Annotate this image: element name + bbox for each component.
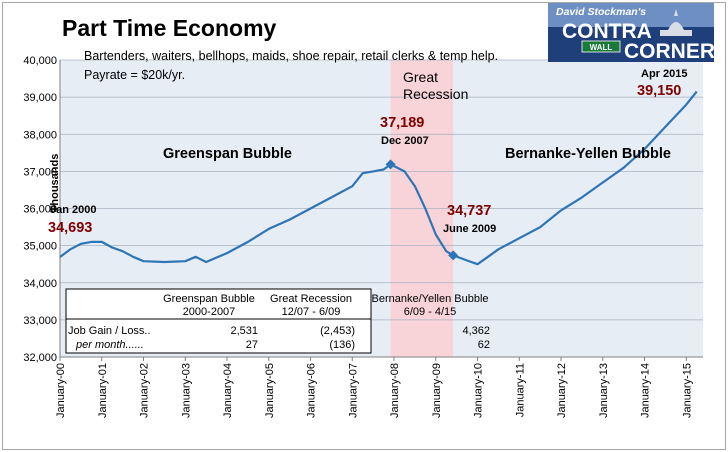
x-tick-label: January-01	[97, 363, 109, 418]
table-row1-col1: 2,531	[230, 325, 258, 337]
x-tick-label: January-03	[180, 363, 192, 418]
logo-line2: CONTRA	[562, 20, 652, 43]
annotation-jan2000-value: 34,693	[48, 220, 92, 236]
annotation-apr2015-date: Apr 2015	[641, 68, 687, 80]
y-axis-label: Thousands	[49, 154, 61, 213]
table-row2-col2: (136)	[329, 339, 355, 351]
table-header-col2-line1: Great Recession	[270, 293, 352, 305]
table-header-col1-line2: 2000-2007	[183, 306, 236, 318]
x-tick-label: January-02	[139, 363, 151, 418]
annotation-apr2015-value: 39,150	[637, 83, 681, 99]
annotation-jun2009-value: 34,737	[447, 203, 491, 219]
x-tick-label: January-08	[389, 363, 401, 418]
chart-title: Part Time Economy	[62, 15, 277, 41]
x-tick-label: January-07	[347, 363, 359, 418]
x-tick-label: January-14	[640, 363, 652, 418]
y-tick-label: 35,000	[23, 241, 57, 253]
x-tick-label: January-05	[264, 363, 276, 418]
recession-label-line1: Great	[403, 69, 438, 85]
x-tick-label: January-11	[514, 363, 526, 417]
wall-street-sign-text: WALL	[590, 43, 613, 52]
summary-table: Greenspan Bubble 2000-2007 Great Recessi…	[65, 288, 490, 354]
x-tick-label: January-06	[306, 363, 318, 418]
annotation-greenspan-bubble: Greenspan Bubble	[163, 146, 292, 162]
series-line	[59, 90, 698, 266]
y-tick-label: 39,000	[23, 92, 57, 104]
table-header-col3-line2: 6/09 - 4/15	[404, 306, 457, 318]
data-point-marker	[385, 159, 396, 170]
x-tick-label: January-10	[473, 363, 485, 418]
table-row2-col3: 62	[478, 339, 490, 351]
table-row2-label: per month......	[75, 339, 144, 351]
table-header-col1-line1: Greenspan Bubble	[163, 293, 255, 305]
table-row2-col1: 27	[246, 339, 258, 351]
table-row1-label: Job Gain / Loss..	[68, 325, 151, 337]
logo-line3: CORNER	[624, 40, 715, 63]
x-tick-label: January-04	[222, 363, 234, 418]
y-tick-label: 32,000	[23, 352, 57, 364]
x-tick-label: January-12	[556, 363, 568, 418]
data-point-marker	[448, 250, 459, 261]
y-tick-label: 36,000	[23, 204, 57, 216]
logo-line1: David Stockman's	[556, 6, 646, 18]
logo-sky	[548, 3, 714, 27]
payrate-note: Payrate = $20k/yr.	[84, 68, 185, 82]
y-tick-label: 38,000	[23, 129, 57, 141]
capitol-dome-icon	[660, 9, 692, 36]
table-header-col3-line1: Bernanke/Yellen Bubble	[371, 293, 488, 305]
wall-street-sign	[581, 40, 621, 53]
annotation-bernanke-yellen-bubble: Bernanke-Yellen Bubble	[505, 146, 671, 162]
annotation-dec2007-date: Dec 2007	[381, 135, 429, 147]
annotation-dec2007-value: 37,189	[380, 115, 424, 131]
y-tick-label: 34,000	[23, 278, 57, 290]
contra-corner-logo: David Stockman's CONTRA WALL CORNER	[548, 3, 715, 63]
table-row1-col2: (2,453)	[320, 325, 355, 337]
table-row1-col3: 4,362	[462, 325, 490, 337]
y-tick-label: 37,000	[23, 166, 57, 178]
summary-table-box	[65, 288, 372, 354]
x-tick-label: January-00	[55, 363, 67, 418]
table-header-col2-line2: 12/07 - 6/09	[282, 306, 341, 318]
annotation-jan2000-date: Jan 2000	[50, 204, 96, 216]
chart-subtitle: Bartenders, waiters, bellhops, maids, sh…	[84, 49, 498, 63]
y-tick-label: 33,000	[23, 315, 57, 327]
y-tick-label: 40,000	[23, 55, 57, 67]
recession-label-line2: Recession	[403, 86, 468, 102]
x-tick-label: January-09	[431, 363, 443, 418]
annotation-jun2009-date: June 2009	[443, 223, 496, 235]
x-tick-label: January-15	[681, 363, 693, 418]
x-tick-label: January-13	[598, 363, 610, 418]
